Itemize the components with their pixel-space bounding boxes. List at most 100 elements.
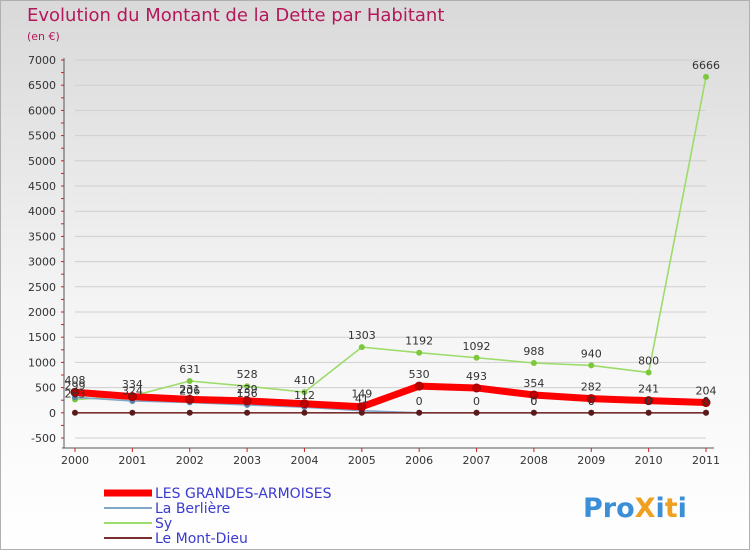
data-point — [72, 409, 78, 416]
y-tick-label: 500 — [35, 382, 56, 395]
data-point — [357, 402, 367, 412]
data-label: 41 — [355, 393, 369, 406]
data-label: 493 — [466, 370, 487, 383]
y-tick-label: 1500 — [28, 331, 56, 344]
x-tick-label: 2000 — [61, 454, 89, 467]
data-point — [529, 390, 539, 400]
data-label: 800 — [638, 354, 659, 367]
x-tick-label: 2004 — [290, 454, 318, 467]
proxiti-logo: ProXiti — [583, 493, 687, 524]
data-point — [301, 409, 308, 416]
x-tick-label: 2010 — [635, 454, 663, 467]
data-label: 0 — [703, 395, 710, 408]
data-label: 631 — [179, 363, 200, 376]
data-point — [530, 409, 537, 416]
data-point — [358, 409, 365, 416]
y-tick-label: 5000 — [28, 155, 56, 168]
data-labels-layer: 408 530 493 354 282 241 204 206 156 112 41 631 528 41… — [65, 59, 721, 408]
y-tick-label: 3000 — [28, 256, 56, 269]
legend-label: LES GRANDES-ARMOISES — [155, 486, 332, 502]
y-tick-label: 3500 — [28, 230, 56, 243]
data-label: 206 — [179, 384, 200, 397]
data-label: 0 — [703, 395, 710, 408]
data-point — [701, 398, 711, 408]
data-label: 241 — [638, 383, 659, 396]
data-point — [588, 409, 595, 416]
data-point — [473, 409, 480, 416]
grid-layer — [75, 59, 706, 439]
data-label: 112 — [294, 389, 315, 402]
y-tick-label: 0 — [49, 407, 56, 420]
data-label: 231 — [179, 383, 200, 396]
data-label: 0 — [473, 395, 480, 408]
data-point — [586, 394, 596, 404]
data-label: 1192 — [405, 335, 433, 348]
y-unit-label: (en €) — [27, 30, 60, 43]
x-tick-label: 2009 — [577, 454, 605, 467]
legend-label: La Berlière — [155, 501, 230, 517]
data-label: 0 — [645, 395, 652, 408]
y-tick-label: 4000 — [28, 205, 56, 218]
y-tick-label: 6500 — [28, 79, 56, 92]
data-label: 0 — [645, 395, 652, 408]
data-label: 0 — [588, 395, 595, 408]
chart-title: Evolution du Montant de la Dette par Hab… — [27, 5, 445, 26]
data-point — [472, 383, 482, 393]
x-tick-label: 2001 — [118, 454, 146, 467]
data-point — [645, 409, 652, 416]
data-point — [244, 409, 251, 416]
data-label: 6666 — [692, 59, 720, 72]
data-label: 282 — [581, 381, 602, 394]
data-label: 0 — [530, 395, 537, 408]
data-point — [414, 381, 424, 391]
x-tick-label: 2007 — [463, 454, 491, 467]
data-point — [186, 409, 193, 416]
data-point — [416, 409, 423, 416]
y-tick-label: 7000 — [28, 54, 56, 67]
y-tick-label: 5500 — [28, 130, 56, 143]
data-point — [186, 377, 193, 384]
x-tick-label: 2003 — [233, 454, 261, 467]
axes-layer: -500 0 500 1000 1500 2000 2500 3000 3500 4000 4500… — [28, 54, 720, 467]
y-tick-label: 1000 — [28, 356, 56, 369]
legend-label: Le Mont-Dieu — [155, 531, 248, 547]
data-point — [129, 409, 136, 416]
data-label: 528 — [237, 368, 258, 381]
y-tick-label: -500 — [31, 432, 56, 445]
data-point — [185, 394, 195, 404]
data-point — [530, 360, 537, 367]
data-label: 1092 — [463, 340, 491, 353]
data-label: 156 — [237, 387, 258, 400]
data-point — [299, 399, 309, 409]
data-point — [588, 362, 595, 369]
data-point — [645, 369, 652, 376]
data-label: 149 — [351, 387, 372, 400]
data-label: 239 — [237, 383, 258, 396]
x-tick-label: 2006 — [405, 454, 433, 467]
data-label: 299 — [65, 380, 86, 393]
data-label: 0 — [416, 395, 423, 408]
proxiti-logo-text: ProXiti — [583, 493, 687, 524]
y-tick-label: 2000 — [28, 306, 56, 319]
data-point — [416, 349, 423, 356]
data-point — [70, 387, 80, 397]
data-label: 354 — [523, 377, 544, 390]
data-label: 204 — [696, 385, 717, 398]
x-tick-label: 2005 — [348, 454, 376, 467]
x-tick-label: 2002 — [176, 454, 204, 467]
data-label: 0 — [588, 395, 595, 408]
series-line-2 — [74, 76, 707, 401]
data-label: 530 — [409, 368, 430, 381]
x-tick-label: 2008 — [520, 454, 548, 467]
y-tick-label: 2500 — [28, 281, 56, 294]
data-label: 334 — [122, 378, 143, 391]
data-label: 324 — [122, 384, 143, 397]
y-tick-label: 6000 — [28, 104, 56, 117]
data-label: 0 — [530, 395, 537, 408]
data-point — [301, 389, 308, 396]
data-label: 988 — [523, 345, 544, 358]
data-point — [473, 354, 480, 361]
